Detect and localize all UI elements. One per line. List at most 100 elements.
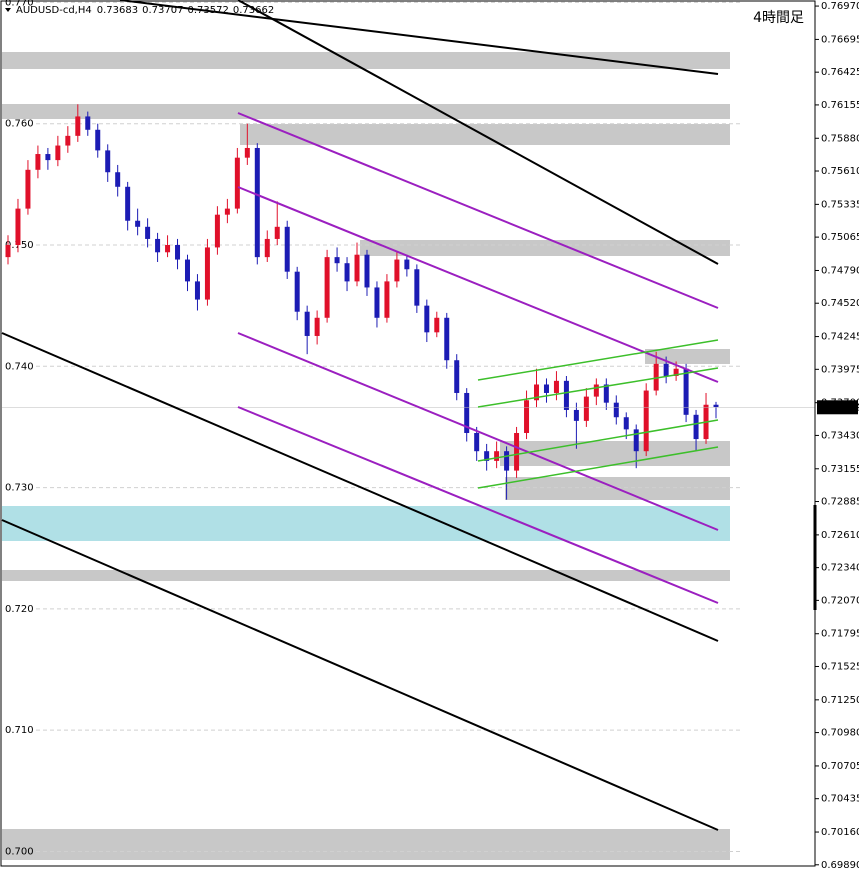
candle-body [573, 409, 579, 421]
candle-body [264, 238, 270, 258]
candle-body [583, 396, 589, 421]
level-label: 0.700 [5, 846, 34, 857]
channel-line [477, 419, 719, 462]
candle-body [145, 226, 151, 239]
candle-body [414, 269, 420, 306]
channel-line [237, 406, 719, 604]
candle-body [374, 287, 380, 318]
y-tick-label: 0.73975 [821, 364, 859, 375]
zone [500, 441, 730, 466]
candle-body [424, 305, 430, 333]
candle-body [304, 311, 310, 336]
level-label: 0.740 [5, 361, 34, 372]
candle-body [25, 169, 31, 209]
candle-body [254, 147, 260, 258]
candle-body [494, 451, 500, 461]
level-label: 0.720 [5, 604, 34, 615]
candle-body [35, 154, 41, 170]
candle-body [125, 186, 131, 221]
y-tick-label: 0.74245 [821, 332, 859, 343]
candle-body [623, 417, 629, 430]
y-tick-label: 0.76155 [821, 100, 859, 111]
candle-body [354, 254, 360, 282]
y-tick-label: 0.76425 [821, 67, 859, 78]
candle-body [593, 384, 599, 397]
candle-body [553, 380, 559, 393]
chart-title: 4時間足 [753, 10, 804, 26]
candle-body [563, 380, 569, 410]
candle-body [434, 317, 440, 333]
candle-body [155, 238, 161, 253]
candle-body [45, 154, 51, 161]
zone [240, 124, 730, 145]
candle-body [364, 254, 370, 288]
symbol: AUDUSD-cd,H4 [16, 5, 92, 16]
candle-body [384, 281, 390, 318]
candle-body [534, 384, 540, 401]
candle-body [314, 317, 320, 336]
zone [2, 104, 730, 119]
y-tick-label: 0.70705 [821, 761, 859, 772]
candle-body [633, 429, 639, 452]
candle-body [474, 433, 480, 452]
candle-body [165, 245, 171, 253]
chart-header: AUDUSD-cd,H4 0.73683 0.73707 0.73572 0.73662 [16, 5, 274, 16]
candle-body [324, 257, 330, 318]
candle-body [524, 400, 530, 433]
candle-body [95, 129, 101, 151]
candle-body [663, 363, 669, 376]
candle-body [274, 226, 280, 239]
candle-body [673, 368, 679, 376]
candle-body [284, 226, 290, 272]
level-label: 0.750 [5, 240, 34, 251]
y-tick-label: 0.74520 [821, 298, 859, 309]
candles [2, 104, 815, 500]
y-tick-label: 0.75065 [821, 232, 859, 243]
y-tick-label: 0.75610 [821, 166, 859, 177]
y-tick-label: 0.70435 [821, 794, 859, 805]
candle-body [175, 245, 181, 260]
channel-line [119, 0, 719, 75]
candle-body [404, 259, 410, 270]
y-tick-label: 0.71250 [821, 695, 859, 706]
zone [360, 240, 730, 256]
candle-body [643, 390, 649, 452]
candle-body [194, 281, 200, 300]
header-close: 0.73662 [233, 5, 274, 16]
candle-body [543, 384, 549, 393]
y-tick-label: 0.75335 [821, 199, 859, 210]
y-tick-label: 0.76695 [821, 34, 859, 45]
candle-body [613, 402, 619, 418]
candle-body [214, 214, 220, 248]
candle-body [693, 414, 699, 440]
candle-body [244, 147, 250, 158]
candle-body [454, 360, 460, 393]
y-tick-label: 0.69890 [821, 860, 859, 870]
channel-line [477, 339, 719, 381]
candle-body [653, 363, 659, 391]
header-low: 0.73572 [187, 5, 228, 16]
plot-frame [0, 0, 816, 867]
candle-body [65, 135, 71, 146]
y-tick-label: 0.72610 [821, 530, 859, 541]
candle-body [344, 263, 350, 282]
zones [2, 52, 730, 860]
candle-body [394, 259, 400, 282]
candle-body [464, 392, 470, 433]
channel-line [477, 367, 719, 408]
y-tick-label: 0.70160 [821, 827, 859, 838]
y-tick-label: 0.72340 [821, 563, 859, 574]
y-tick-label: 0.72885 [821, 497, 859, 508]
candle-body [204, 247, 210, 300]
menu-arrow[interactable] [5, 8, 11, 12]
zone [2, 829, 730, 860]
channel-line [237, 112, 719, 309]
channel-line [477, 446, 719, 489]
header-high: 0.73707 [142, 5, 183, 16]
y-tick-label: 0.70980 [821, 728, 859, 739]
candle-body [75, 116, 81, 136]
candle-body [603, 384, 609, 403]
candle-body [514, 433, 520, 471]
